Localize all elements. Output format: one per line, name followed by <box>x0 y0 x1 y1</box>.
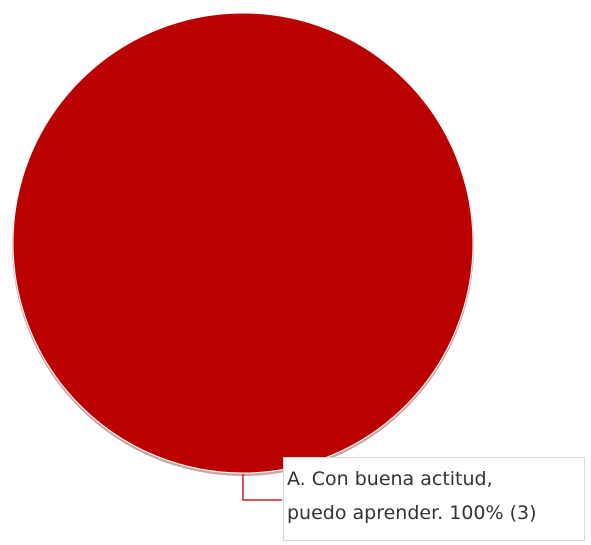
slice-label-leader-line <box>242 474 282 501</box>
slice-label-box <box>283 457 585 541</box>
slice-label-percent: 100% <box>449 502 504 524</box>
pie-slice <box>12 12 474 474</box>
slice-label: A. Con buena actitud, puedo aprender. 10… <box>287 462 587 530</box>
slice-label-count: (3) <box>509 502 537 524</box>
slice-label-line-2: puedo aprender. <box>287 502 444 524</box>
slice-label-line-1: A. Con buena actitud, <box>287 468 493 490</box>
